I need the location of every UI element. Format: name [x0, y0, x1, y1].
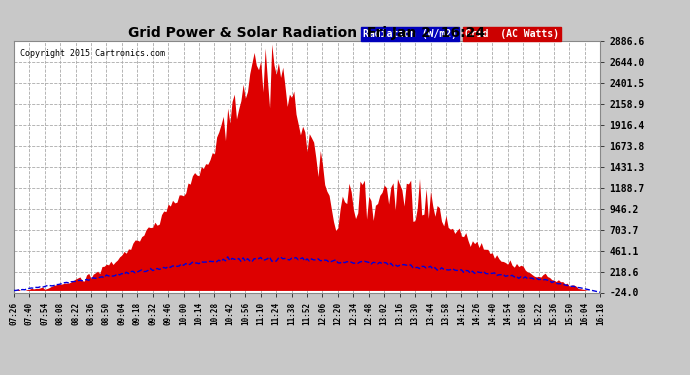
Text: Radiation (W/m2): Radiation (W/m2) — [363, 29, 457, 39]
Text: Copyright 2015 Cartronics.com: Copyright 2015 Cartronics.com — [19, 49, 165, 58]
Title: Grid Power & Solar Radiation  Fri Jan 2  16:24: Grid Power & Solar Radiation Fri Jan 2 1… — [128, 26, 486, 40]
Text: Grid  (AC Watts): Grid (AC Watts) — [466, 29, 560, 39]
